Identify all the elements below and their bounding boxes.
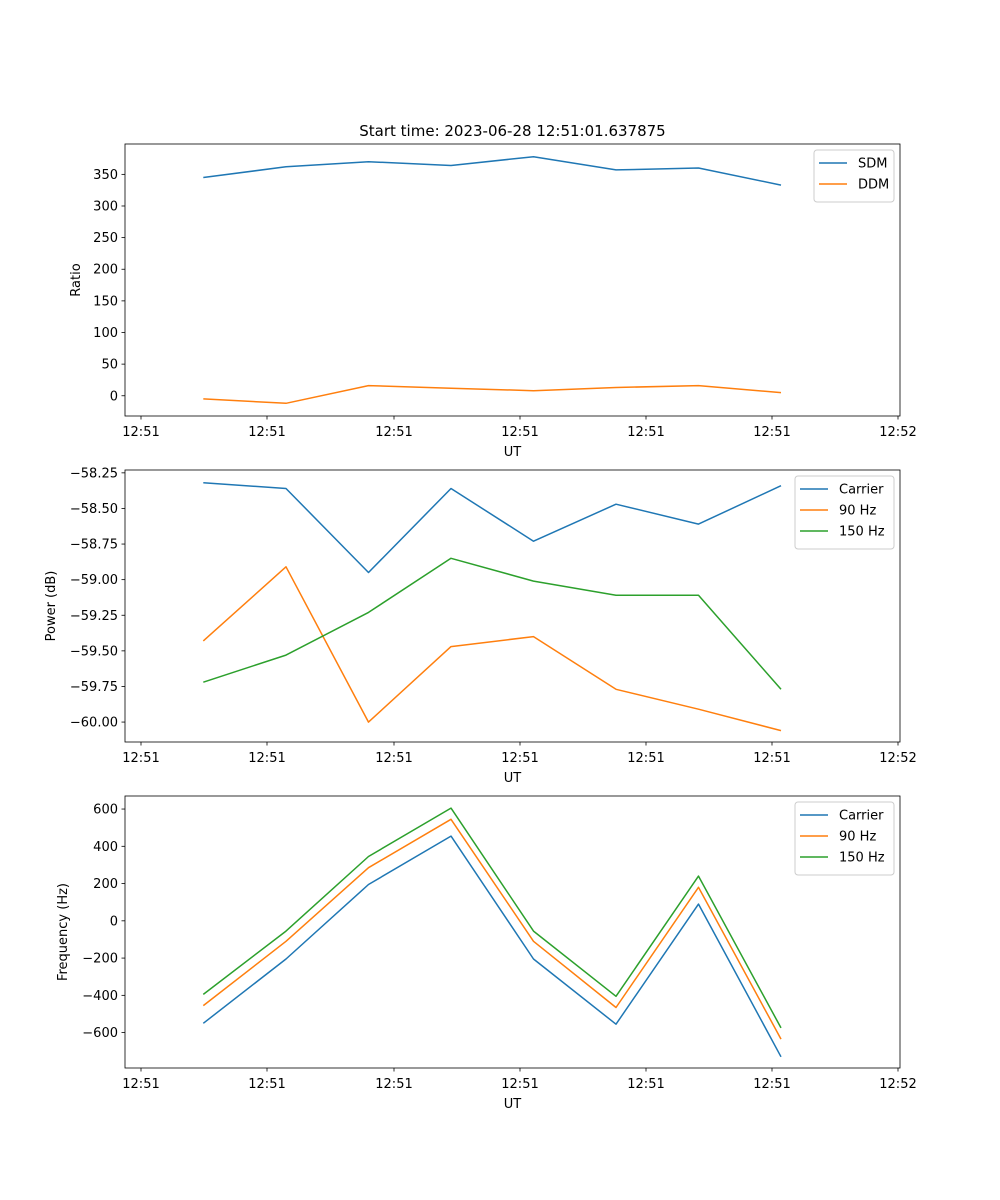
y-tick-label: 350 <box>93 168 118 183</box>
legend-label: 90 Hz <box>839 830 876 845</box>
x-tick-label: 12:51 <box>375 1077 412 1092</box>
y-tick-label: 200 <box>93 263 118 278</box>
y-tick-label: −58.50 <box>70 502 118 517</box>
y-tick-label: 200 <box>93 877 118 892</box>
series-line-sdm <box>203 155 782 186</box>
legend-label: Carrier <box>839 809 884 824</box>
y-tick-label: 150 <box>93 294 118 309</box>
y-tick-label: −600 <box>82 1026 118 1041</box>
y-tick-label: 0 <box>110 389 118 404</box>
legend-label: 150 Hz <box>839 851 885 866</box>
x-tick-label: 12:51 <box>501 1077 538 1092</box>
axes-frame <box>124 143 901 417</box>
y-axis-label: Power (dB) <box>44 571 59 642</box>
x-tick-label: 12:51 <box>627 1077 664 1092</box>
axes-frame <box>124 469 901 743</box>
x-tick-label: 12:51 <box>375 751 412 766</box>
figure-title: Start time: 2023-06-28 12:51:01.637875 <box>359 122 665 140</box>
legend-label: 150 Hz <box>839 525 885 540</box>
x-tick-label: 12:51 <box>122 1077 159 1092</box>
x-tick-label: 12:51 <box>122 751 159 766</box>
series-line-90-hz <box>202 566 782 732</box>
x-axis-label: UT <box>504 1097 522 1112</box>
y-tick-label: 0 <box>110 914 118 929</box>
y-tick-label: −60.00 <box>70 716 118 731</box>
x-tick-label: 12:51 <box>627 425 664 440</box>
x-tick-label: 12:52 <box>879 751 916 766</box>
y-tick-label: −59.00 <box>70 573 118 588</box>
x-tick-label: 12:51 <box>627 751 664 766</box>
y-tick-label: 50 <box>101 358 118 373</box>
series-line-carrier <box>203 482 782 574</box>
legend: Carrier 90 Hz 150 Hz <box>794 475 895 550</box>
y-axis-label: Ratio <box>69 263 84 296</box>
series-line-150-hz <box>203 557 782 690</box>
x-axis-label: UT <box>504 445 522 460</box>
series-line-150-hz <box>202 807 782 1029</box>
x-tick-label: 12:51 <box>248 425 285 440</box>
legend-label: SDM <box>858 157 887 172</box>
x-tick-label: 12:51 <box>501 425 538 440</box>
x-tick-label: 12:51 <box>753 425 790 440</box>
x-axis-label: UT <box>504 771 522 786</box>
y-tick-label: −400 <box>82 989 118 1004</box>
x-tick-label: 12:51 <box>248 751 285 766</box>
series-line-ddm <box>203 384 782 405</box>
y-tick-label: −59.75 <box>70 680 118 695</box>
legend: Carrier 90 Hz 150 Hz <box>794 801 895 876</box>
y-tick-label: 250 <box>93 231 118 246</box>
legend-label: DDM <box>858 178 889 193</box>
axes-frame <box>124 795 901 1069</box>
x-tick-label: 12:52 <box>879 425 916 440</box>
y-tick-label: −58.75 <box>70 538 118 553</box>
x-tick-label: 12:51 <box>753 1077 790 1092</box>
chart-panel-1: 12:51 12:51 12:51 12:51 12:51 12:51 12:52 0 50 10… <box>69 143 917 460</box>
chart-panel-3: 12:51 12:51 12:51 12:51 12:51 12:51 12:52 −600 −… <box>56 795 917 1112</box>
x-tick-label: 12:51 <box>375 425 412 440</box>
chart-panel-2: 12:51 12:51 12:51 12:51 12:51 12:51 12:52 −60.0… <box>44 466 917 786</box>
x-tick-label: 12:51 <box>501 751 538 766</box>
y-tick-label: 600 <box>93 803 118 818</box>
y-tick-label: −200 <box>82 952 118 967</box>
y-tick-label: 100 <box>93 326 118 341</box>
legend-label: Carrier <box>839 483 884 498</box>
x-tick-label: 12:52 <box>879 1077 916 1092</box>
y-tick-label: −59.25 <box>70 609 118 624</box>
legend: SDM DDM <box>813 149 895 203</box>
y-tick-label: 400 <box>93 840 118 855</box>
series-line-90-hz <box>202 818 782 1040</box>
x-tick-label: 12:51 <box>122 425 159 440</box>
y-axis-label: Frequency (Hz) <box>56 883 71 981</box>
x-tick-label: 12:51 <box>248 1077 285 1092</box>
series-line-carrier <box>202 835 782 1058</box>
y-tick-label: −59.50 <box>70 644 118 659</box>
y-tick-label: 300 <box>93 199 118 214</box>
y-tick-label: −58.25 <box>70 466 118 481</box>
x-tick-label: 12:51 <box>753 751 790 766</box>
legend-label: 90 Hz <box>839 504 876 519</box>
